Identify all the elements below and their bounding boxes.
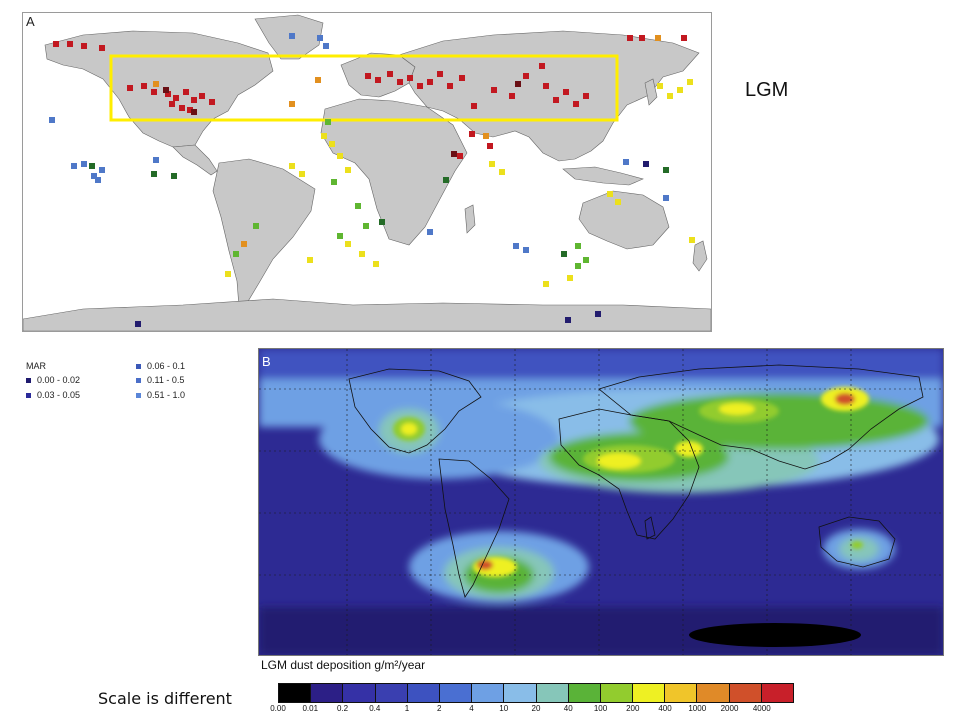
colorbar-tick-label: 400 bbox=[658, 704, 672, 713]
colorbar-tick-label: 200 bbox=[626, 704, 640, 713]
world-site-map bbox=[23, 14, 711, 331]
colorbar-tick-label: 1000 bbox=[688, 704, 707, 713]
legend-swatch bbox=[136, 377, 141, 383]
legend-swatch bbox=[136, 392, 141, 398]
colorbar-segment bbox=[439, 684, 473, 702]
colorbar-segment bbox=[504, 684, 537, 702]
panel-b-deposition-map bbox=[258, 348, 944, 656]
colorbar-segment bbox=[472, 684, 505, 702]
colorbar-tick-label: 4000 bbox=[752, 704, 771, 713]
continents bbox=[23, 14, 711, 331]
colorbar-tick-label: 0.01 bbox=[302, 704, 319, 713]
panel-b-letter: B bbox=[262, 354, 271, 369]
mar-legend: MAR 0.00 - 0.02 0.03 - 0.05 0.06 - 0.1 0… bbox=[22, 358, 242, 418]
panel-a-letter: A bbox=[26, 14, 35, 29]
colorbar-tick-label: 2 bbox=[437, 704, 442, 713]
africa bbox=[320, 98, 468, 246]
dark-green-sites bbox=[89, 163, 669, 257]
lgm-label: LGM bbox=[745, 79, 789, 101]
colorbar-tick-label: 100 bbox=[593, 704, 608, 713]
site-markers bbox=[49, 33, 695, 327]
dust-deposition-map bbox=[259, 349, 943, 655]
colorbar-segment bbox=[568, 684, 601, 702]
antarctica bbox=[23, 298, 711, 331]
colorbar-tick-label: 0.00 bbox=[270, 704, 286, 713]
colorbar-tick-label: 4 bbox=[469, 704, 474, 713]
colorbar-segment bbox=[279, 684, 312, 702]
legend-label: 0.03 - 0.05 bbox=[37, 390, 81, 400]
asia bbox=[398, 30, 700, 162]
europe bbox=[340, 52, 416, 98]
panel-a-site-map bbox=[22, 12, 712, 332]
colorbar-tick-label: 40 bbox=[563, 704, 573, 713]
madagascar bbox=[464, 204, 476, 234]
colorbar-segment bbox=[375, 684, 408, 702]
high-dust-sites bbox=[53, 35, 687, 159]
low-dust-sites bbox=[225, 79, 695, 287]
legend-label: 0.06 - 0.1 bbox=[147, 361, 186, 371]
lat-lon-grid bbox=[259, 349, 943, 655]
colorbar-title: LGM dust deposition g/m²/year bbox=[261, 658, 426, 672]
colorbar-segment bbox=[536, 684, 569, 702]
japan bbox=[644, 78, 658, 106]
legend-swatch bbox=[26, 377, 31, 383]
antarctic-ice-sheet bbox=[689, 623, 861, 647]
australia bbox=[578, 190, 670, 250]
legend-item-3: 0.06 - 0.1 bbox=[136, 360, 185, 372]
legend-title: MAR bbox=[26, 361, 46, 371]
colorbar-tick-label: 20 bbox=[531, 704, 541, 713]
legend-label: 0.51 - 1.0 bbox=[147, 390, 186, 400]
colorbar-tick-label: 0.2 bbox=[336, 704, 349, 713]
legend-item-2: 0.03 - 0.05 bbox=[26, 389, 80, 401]
navy-sites bbox=[135, 161, 649, 327]
coastlines bbox=[348, 364, 924, 598]
legend-label: 0.00 - 0.02 bbox=[37, 375, 81, 385]
legend-item-4: 0.11 - 0.5 bbox=[136, 374, 184, 386]
south-america bbox=[212, 158, 316, 308]
colorbar-segment bbox=[343, 684, 376, 702]
legend-swatch bbox=[136, 363, 141, 369]
new-zealand bbox=[692, 240, 708, 272]
legend-item-5: 0.51 - 1.0 bbox=[136, 389, 185, 401]
legend-swatch bbox=[26, 392, 31, 398]
colorbar-ticks: 0.00 0.01 0.2 0.4 1 2 4 10 20 40 100 200 400 1000 2000… bbox=[0, 704, 960, 718]
colorbar-segment bbox=[729, 684, 762, 702]
colorbar-tick-label: 10 bbox=[499, 704, 509, 713]
colorbar-segment bbox=[761, 684, 793, 702]
colorbar-segment bbox=[697, 684, 730, 702]
colorbar-segment bbox=[311, 684, 344, 702]
green-sites bbox=[233, 119, 589, 269]
legend-item-1: 0.00 - 0.02 bbox=[26, 374, 80, 386]
deposition-colorbar bbox=[278, 683, 794, 703]
indonesia bbox=[562, 166, 644, 186]
colorbar-tick-label: 0.4 bbox=[369, 704, 381, 713]
moderate-dust-sites bbox=[153, 35, 661, 247]
very-high-dust-sites bbox=[163, 81, 521, 157]
colorbar-segment bbox=[600, 684, 634, 702]
legend-label: 0.11 - 0.5 bbox=[147, 375, 185, 385]
colorbar-tick-label: 2000 bbox=[720, 704, 739, 713]
highlight-box bbox=[109, 54, 619, 122]
colorbar-tick-label: 1 bbox=[404, 704, 410, 713]
north-america bbox=[44, 30, 274, 148]
colorbar-segment bbox=[633, 684, 666, 702]
colorbar-segment bbox=[665, 684, 698, 702]
blue-sites bbox=[49, 33, 669, 253]
central-america bbox=[172, 144, 218, 176]
scale-note: Scale is different bbox=[98, 689, 232, 708]
colorbar-segment bbox=[407, 684, 440, 702]
